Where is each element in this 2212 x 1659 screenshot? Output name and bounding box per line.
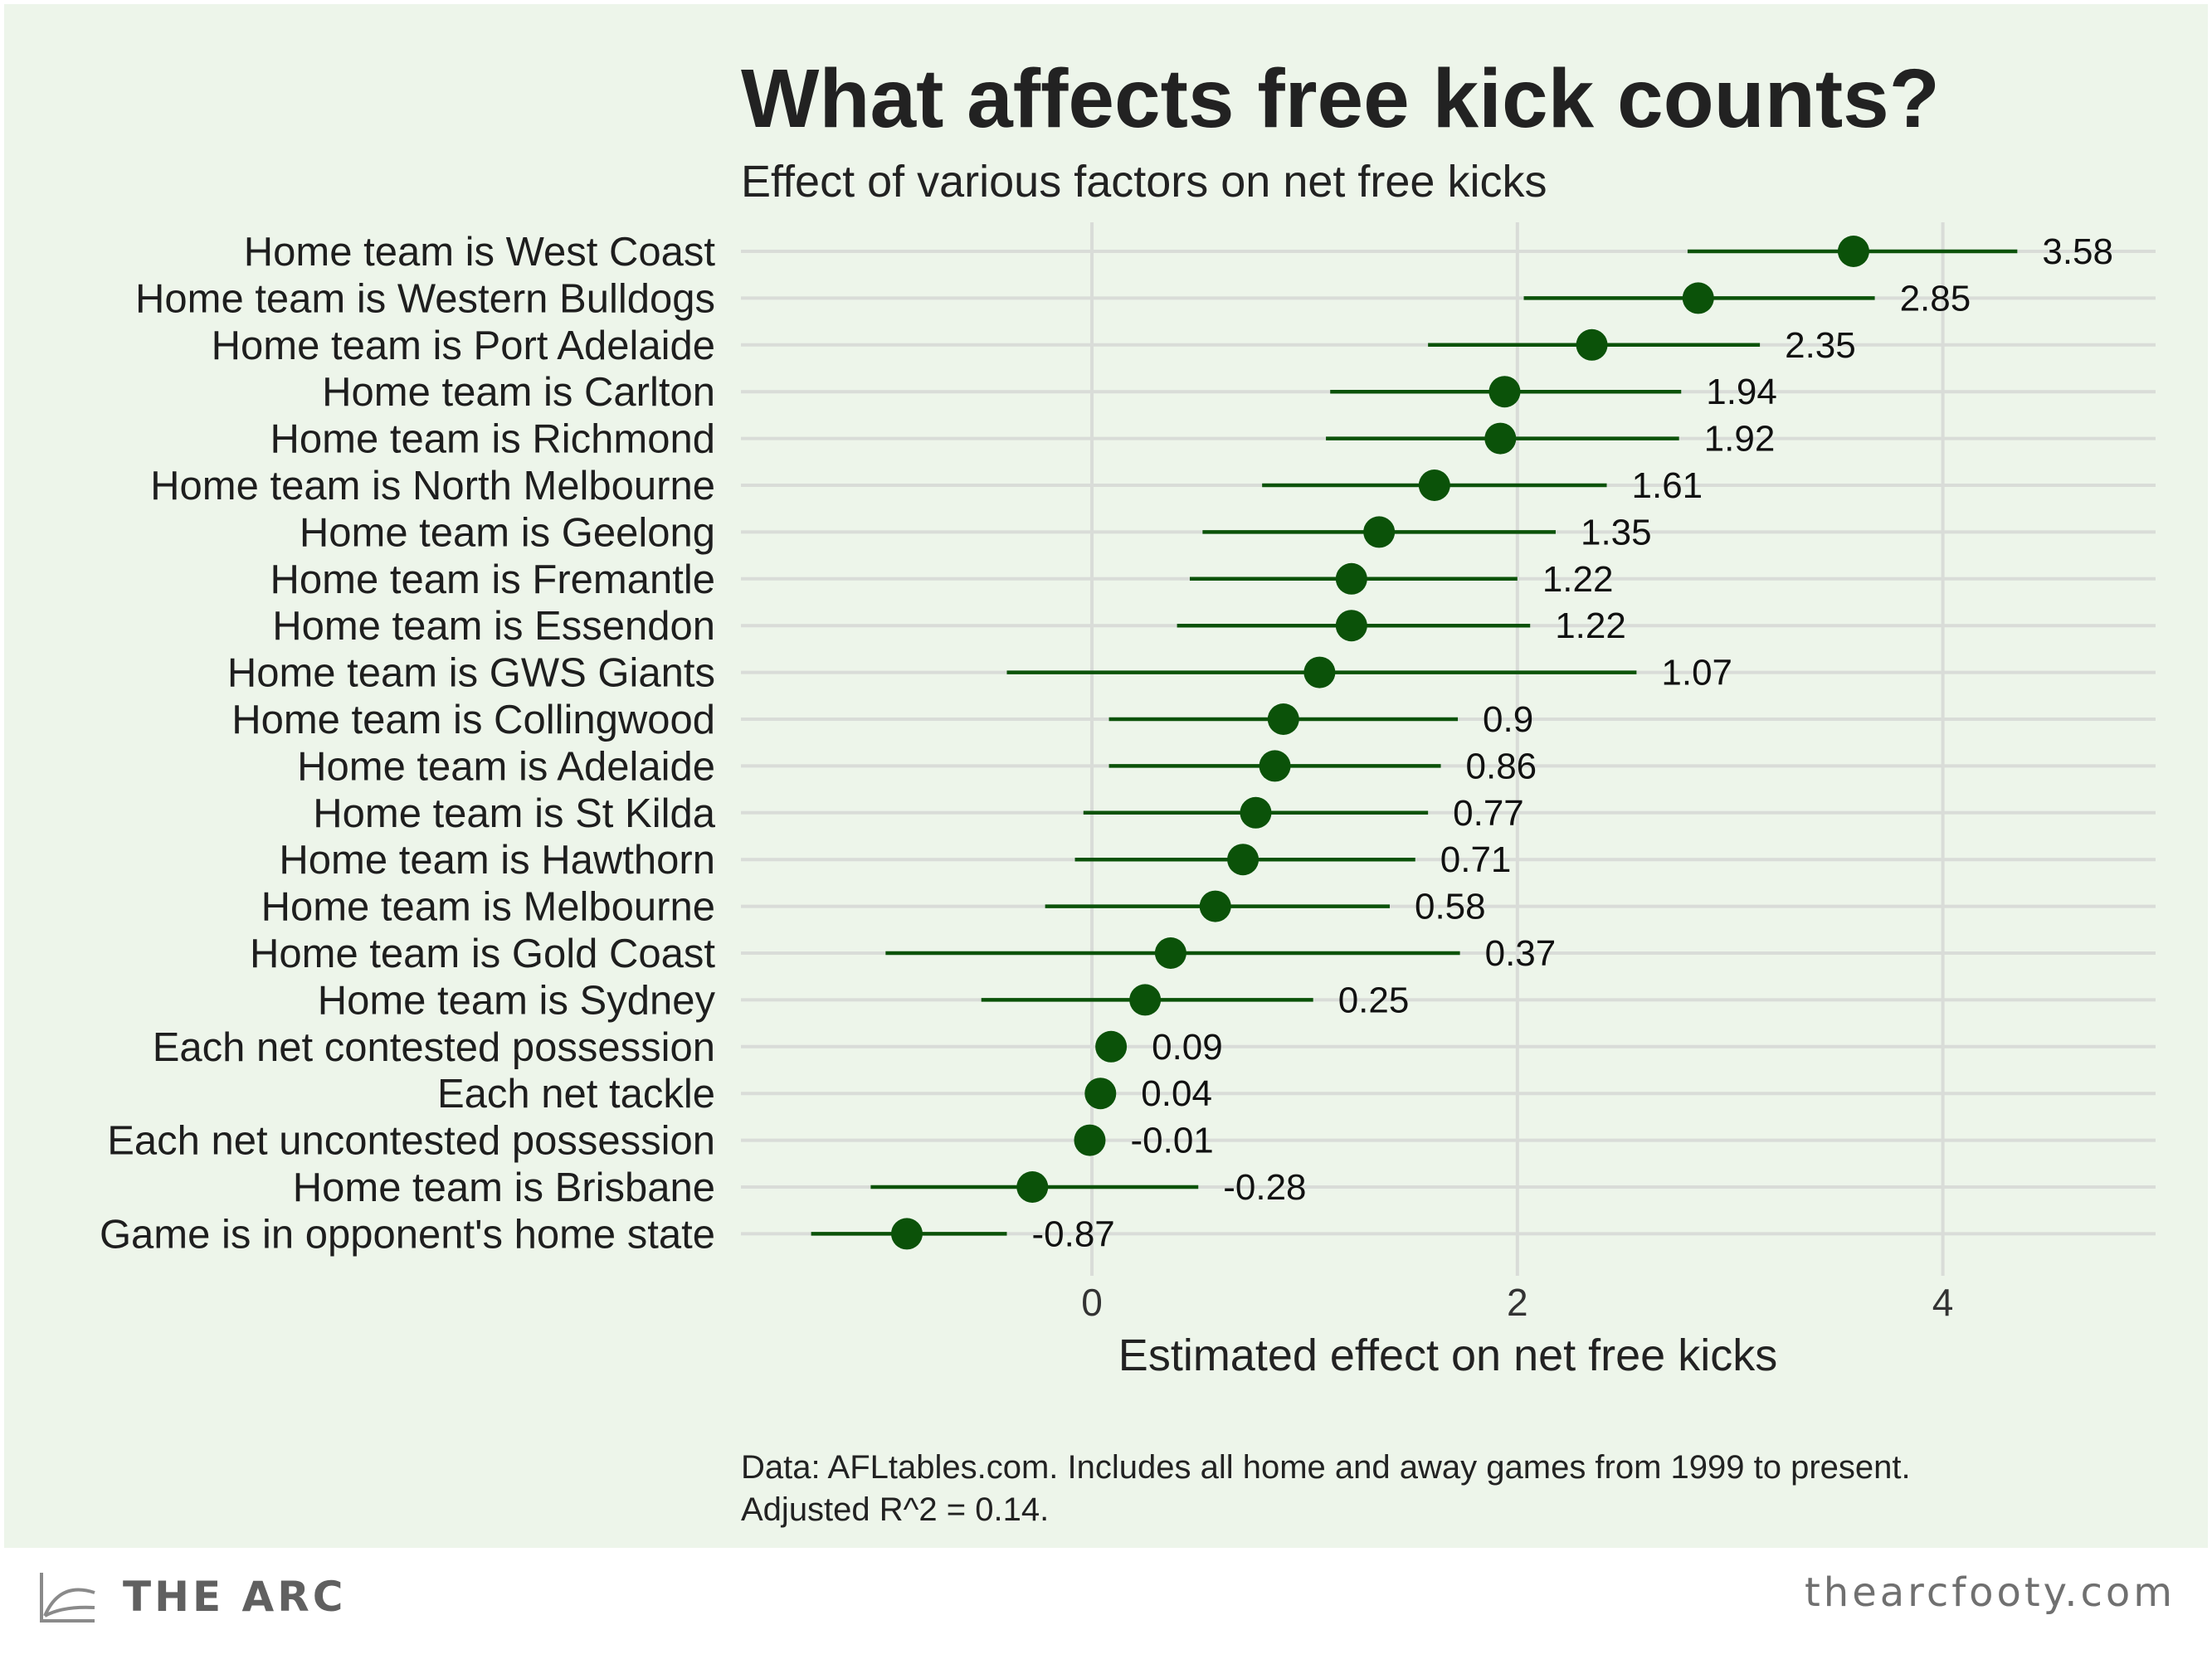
- value-label-3: 1.94: [1706, 372, 1777, 412]
- estimate-point-7: [1335, 562, 1367, 595]
- value-label-17: 0.09: [1152, 1027, 1223, 1068]
- category-label-3: Home team is Carlton: [322, 370, 715, 415]
- category-label-11: Home team is Adelaide: [297, 744, 715, 789]
- estimate-point-8: [1335, 610, 1367, 642]
- value-label-12: 0.77: [1453, 793, 1524, 834]
- brand-logo: THE ARC: [38, 1568, 346, 1626]
- category-label-7: Home team is Fremantle: [270, 557, 715, 602]
- estimate-point-21: [890, 1218, 923, 1250]
- chart-subtitle: Effect of various factors on net free ki…: [741, 157, 1547, 207]
- x-tick-labels: 0 2 4: [1081, 1281, 1953, 1324]
- caption-line-1: Data: AFLtables.com. Includes all home a…: [741, 1449, 1911, 1486]
- estimate-point-19: [1074, 1124, 1106, 1156]
- estimate-point-17: [1095, 1030, 1128, 1063]
- estimate-point-6: [1363, 516, 1396, 548]
- estimate-point-10: [1267, 703, 1299, 735]
- x-axis-title: Estimated effect on net free kicks: [1118, 1331, 1777, 1380]
- estimate-point-18: [1084, 1078, 1117, 1110]
- estimate-point-11: [1259, 750, 1291, 782]
- value-label-0: 3.58: [2042, 231, 2113, 272]
- category-label-4: Home team is Richmond: [270, 417, 715, 462]
- category-label-16: Home team is Sydney: [318, 978, 716, 1023]
- value-label-11: 0.86: [1466, 746, 1537, 786]
- category-label-13: Home team is Hawthorn: [279, 838, 715, 883]
- category-label-19: Each net uncontested possession: [107, 1119, 715, 1164]
- estimate-point-16: [1129, 984, 1162, 1016]
- category-label-8: Home team is Essendon: [272, 604, 715, 649]
- estimate-point-20: [1016, 1171, 1049, 1203]
- value-label-10: 0.9: [1483, 699, 1533, 740]
- category-label-9: Home team is GWS Giants: [227, 651, 715, 696]
- value-label-4: 1.92: [1704, 419, 1776, 460]
- category-label-15: Home team is Gold Coast: [250, 932, 715, 976]
- estimate-points: [890, 236, 1869, 1250]
- grid-lines: [741, 222, 2156, 1276]
- category-label-21: Game is in opponent's home state: [100, 1212, 715, 1257]
- value-labels: 3.58 2.85 2.351.94 1.921.61 1.35 1.22 1.22 1.07…: [1031, 231, 2112, 1254]
- value-label-13: 0.71: [1440, 839, 1512, 880]
- value-label-16: 0.25: [1338, 980, 1410, 1020]
- category-label-1: Home team is Western Bulldogs: [135, 276, 715, 321]
- category-label-14: Home team is Melbourne: [261, 885, 715, 930]
- estimate-point-9: [1303, 656, 1336, 688]
- value-label-2: 2.35: [1785, 325, 1856, 366]
- estimate-point-15: [1154, 937, 1186, 969]
- value-label-6: 1.35: [1581, 512, 1652, 552]
- category-label-5: Home team is North Melbourne: [150, 464, 715, 508]
- category-label-2: Home team is Port Adelaide: [212, 324, 715, 368]
- category-label-10: Home team is Collingwood: [231, 698, 715, 742]
- category-label-12: Home team is St Kilda: [313, 791, 715, 836]
- brand-name: THE ARC: [123, 1573, 347, 1621]
- category-label-0: Home team is West Coast: [244, 230, 716, 275]
- estimate-point-12: [1240, 796, 1272, 829]
- estimate-point-5: [1418, 469, 1450, 501]
- value-label-14: 0.58: [1415, 887, 1486, 927]
- value-label-21: -0.87: [1031, 1214, 1114, 1254]
- value-label-9: 1.07: [1661, 653, 1732, 693]
- estimate-point-1: [1682, 282, 1714, 314]
- chart-title: What affects free kick counts?: [741, 52, 1940, 145]
- category-label-18: Each net tackle: [437, 1072, 715, 1117]
- value-label-8: 1.22: [1555, 606, 1626, 646]
- estimate-point-3: [1488, 376, 1521, 408]
- estimate-point-14: [1199, 890, 1231, 922]
- value-label-15: 0.37: [1485, 933, 1557, 974]
- estimate-point-0: [1837, 236, 1869, 267]
- x-tick-label-1: 2: [1507, 1281, 1528, 1324]
- value-label-7: 1.22: [1542, 559, 1614, 600]
- x-tick-label-2: 4: [1932, 1281, 1954, 1324]
- confidence-intervals: [811, 249, 2018, 1236]
- category-label-17: Each net contested possession: [153, 1025, 715, 1070]
- x-tick-label-0: 0: [1081, 1281, 1103, 1324]
- value-label-20: -0.28: [1223, 1167, 1306, 1208]
- chart-panel: [4, 4, 2208, 1548]
- value-label-18: 0.04: [1141, 1073, 1212, 1114]
- value-label-1: 2.85: [1900, 278, 1971, 319]
- caption-line-2: Adjusted R^2 = 0.14.: [741, 1491, 1049, 1528]
- estimate-point-4: [1484, 422, 1517, 455]
- value-label-19: -0.01: [1130, 1121, 1213, 1161]
- arc-logo-icon: [40, 1573, 95, 1623]
- value-label-5: 1.61: [1632, 465, 1703, 506]
- estimate-point-2: [1576, 328, 1608, 361]
- category-label-6: Home team is Geelong: [300, 510, 715, 555]
- site-url: thearcfooty.com: [1804, 1569, 2175, 1616]
- category-label-20: Home team is Brisbane: [293, 1165, 715, 1210]
- estimate-point-13: [1227, 844, 1259, 876]
